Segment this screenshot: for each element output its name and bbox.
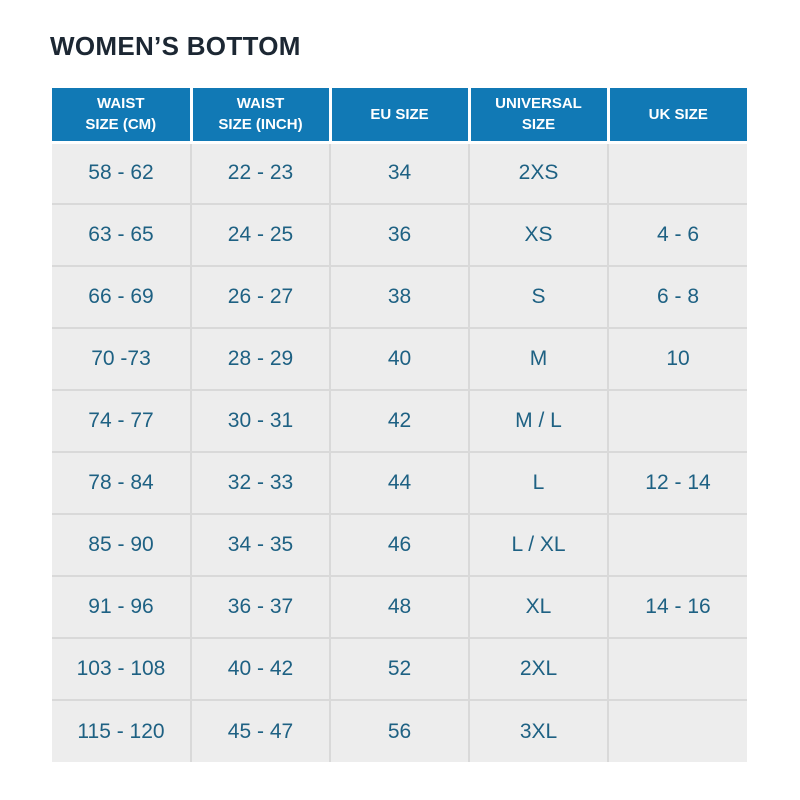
table-row: 58 - 62 22 - 23 34 2XS: [52, 142, 747, 205]
table-cell: 63 - 65: [52, 203, 192, 267]
table-cell: 36: [329, 203, 470, 267]
table-cell: 56: [329, 699, 470, 762]
table-cell: 78 - 84: [52, 451, 192, 515]
table-cell: 58 - 62: [52, 142, 192, 205]
table-cell: 36 - 37: [190, 575, 331, 639]
table-cell: 10: [607, 327, 747, 391]
table-cell: 2XL: [468, 637, 609, 701]
table-row: 63 - 65 24 - 25 36 XS 4 - 6: [52, 203, 747, 267]
table-cell: 48: [329, 575, 470, 639]
table-cell: 91 - 96: [52, 575, 192, 639]
table-cell: 2XS: [468, 142, 609, 205]
table-row: 115 - 120 45 - 47 56 3XL: [52, 699, 747, 762]
table-cell: 70 -73: [52, 327, 192, 391]
table-cell: 40 - 42: [190, 637, 331, 701]
table-cell: 30 - 31: [190, 389, 331, 453]
table-cell: L / XL: [468, 513, 609, 577]
table-row: 74 - 77 30 - 31 42 M / L: [52, 389, 747, 453]
table-cell: 26 - 27: [190, 265, 331, 329]
table-row: 78 - 84 32 - 33 44 L 12 - 14: [52, 451, 747, 515]
table-cell: 42: [329, 389, 470, 453]
table-cell: [607, 513, 747, 577]
table-cell: 103 - 108: [52, 637, 192, 701]
table-cell: 34 - 35: [190, 513, 331, 577]
table-cell: M / L: [468, 389, 609, 453]
table-cell: XS: [468, 203, 609, 267]
table-cell: 28 - 29: [190, 327, 331, 391]
table-cell: [607, 637, 747, 701]
table-cell: 52: [329, 637, 470, 701]
table-row: 103 - 108 40 - 42 52 2XL: [52, 637, 747, 701]
size-chart-body: 58 - 62 22 - 23 34 2XS 63 - 65 24 - 25 36 XS 4 -…: [52, 142, 747, 762]
size-chart-table: WAIST SIZE (CM) WAIST SIZE (INCH) EU SIZE U…: [52, 88, 747, 762]
table-cell: 34: [329, 142, 470, 205]
table-cell: M: [468, 327, 609, 391]
table-cell: S: [468, 265, 609, 329]
header-row: WAIST SIZE (CM) WAIST SIZE (INCH) EU SIZE U…: [52, 88, 747, 144]
table-cell: 6 - 8: [607, 265, 747, 329]
column-header: EU SIZE: [328, 88, 469, 144]
table-cell: 38: [329, 265, 470, 329]
table-cell: 45 - 47: [190, 699, 331, 762]
table-cell: XL: [468, 575, 609, 639]
column-header: UK SIZE: [606, 88, 747, 144]
table-cell: [607, 389, 747, 453]
column-header: UNIVERSAL SIZE: [467, 88, 608, 144]
table-cell: 22 - 23: [190, 142, 331, 205]
page-title: WOMEN’S BOTTOM: [50, 31, 301, 61]
table-row: 85 - 90 34 - 35 46 L / XL: [52, 513, 747, 577]
table-cell: [607, 699, 747, 762]
table-cell: [607, 142, 747, 205]
table-cell: 46: [329, 513, 470, 577]
table-cell: 66 - 69: [52, 265, 192, 329]
column-header: WAIST SIZE (INCH): [189, 88, 330, 144]
table-cell: 85 - 90: [52, 513, 192, 577]
table-row: 66 - 69 26 - 27 38 S 6 - 8: [52, 265, 747, 329]
table-cell: 32 - 33: [190, 451, 331, 515]
table-cell: 74 - 77: [52, 389, 192, 453]
table-row: 70 -73 28 - 29 40 M 10: [52, 327, 747, 391]
table-cell: 4 - 6: [607, 203, 747, 267]
table-cell: 115 - 120: [52, 699, 192, 762]
table-row: 91 - 96 36 - 37 48 XL 14 - 16: [52, 575, 747, 639]
table-cell: 44: [329, 451, 470, 515]
table-cell: 14 - 16: [607, 575, 747, 639]
table-cell: 24 - 25: [190, 203, 331, 267]
column-header: WAIST SIZE (CM): [52, 88, 191, 144]
table-cell: L: [468, 451, 609, 515]
table-cell: 3XL: [468, 699, 609, 762]
table-cell: 12 - 14: [607, 451, 747, 515]
size-chart-header: WAIST SIZE (CM) WAIST SIZE (INCH) EU SIZE U…: [52, 88, 747, 144]
table-cell: 40: [329, 327, 470, 391]
